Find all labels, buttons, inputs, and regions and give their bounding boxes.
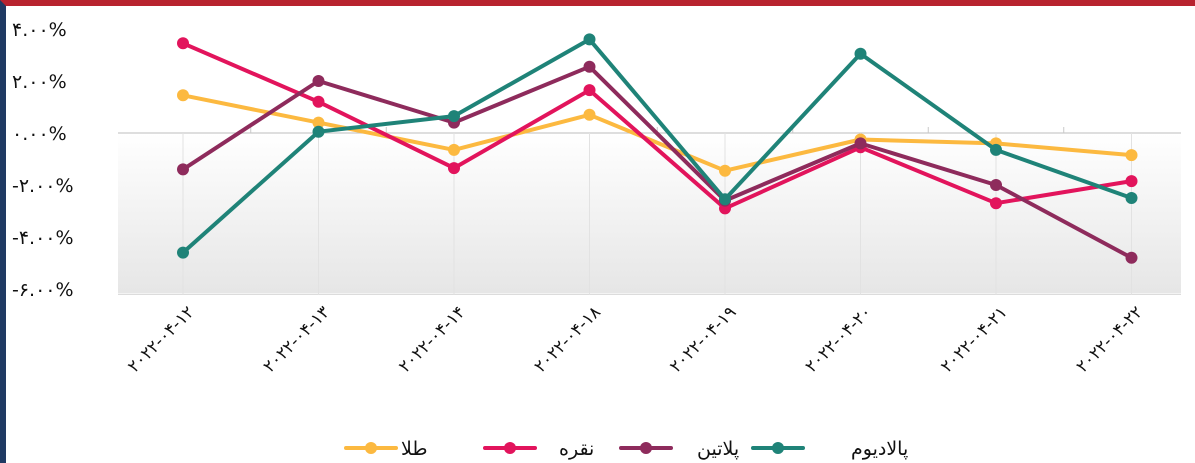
data-point (312, 75, 325, 87)
y-tick-label: ۰.۰۰% (12, 123, 67, 145)
data-point (990, 197, 1002, 210)
data-point (177, 246, 189, 259)
legend-swatch-marker (504, 442, 516, 454)
legend: طلا نقره پلاتین پالادیوم (344, 438, 908, 460)
x-tick-label: ۲۰۲۲-۰۴-۱۳ (260, 302, 334, 376)
data-point (583, 84, 596, 97)
data-point (177, 89, 189, 102)
data-point (312, 95, 325, 108)
data-point (448, 162, 460, 175)
x-tick-label: ۲۰۲۲-۰۴-۱۹ (666, 302, 740, 376)
legend-item: طلا (344, 438, 427, 460)
series-group (177, 33, 1138, 264)
x-tick-label: ۲۰۲۲-۰۴-۱۸ (531, 302, 605, 376)
legend-swatch-marker (772, 442, 784, 454)
data-point (312, 116, 325, 129)
legend-label: طلا (401, 438, 427, 460)
y-axis-ticks: ۴.۰۰% ۲.۰۰% ۰.۰۰% -۲.۰۰% -۴.۰۰% -۶.۰۰% (12, 19, 74, 301)
legend-swatch-marker (365, 442, 377, 454)
data-point (990, 179, 1002, 191)
legend-item: پلاتین (619, 438, 739, 460)
data-point (719, 164, 731, 177)
data-point (448, 143, 460, 156)
data-point (1125, 251, 1138, 264)
x-axis-ticks: ۲۰۲۲-۰۴-۱۲ ۲۰۲۲-۰۴-۱۳ ۲۰۲۲-۰۴-۱۴ ۲۰۲۲-۰۴-۱۸… (124, 302, 1147, 376)
legend-item: نقره (483, 438, 594, 460)
data-point (990, 143, 1002, 156)
x-tick-label: ۲۰۲۲-۰۴-۲۱ (937, 302, 1011, 376)
data-point (1125, 192, 1138, 204)
y-tick-label: -۴.۰۰% (12, 227, 74, 249)
legend-label: پلاتین (697, 438, 739, 460)
series-line (181, 37, 1134, 255)
series-4 (177, 33, 1138, 259)
data-point (854, 137, 867, 150)
legend-label: نقره (559, 438, 594, 460)
data-point (312, 125, 325, 138)
data-point (583, 108, 596, 121)
data-point (177, 163, 189, 176)
legend-swatch-marker (640, 442, 652, 454)
legend-item: پالادیوم (751, 438, 908, 460)
series-3 (177, 60, 1138, 264)
data-point (583, 60, 596, 73)
data-point (1125, 175, 1138, 188)
series-line (181, 41, 1134, 211)
y-tick-label: ۴.۰۰% (12, 19, 67, 41)
x-tick-label: ۲۰۲۲-۰۴-۱۲ (124, 302, 198, 376)
data-point (177, 37, 189, 50)
x-tick-label: ۲۰۲۲-۰۴-۲۰ (802, 302, 876, 376)
data-point (448, 110, 460, 123)
data-point (1125, 149, 1138, 162)
data-point (854, 47, 867, 60)
y-tick-label: -۲.۰۰% (12, 175, 74, 197)
plot-background (118, 133, 1181, 293)
x-tick-label: ۲۰۲۲-۰۴-۱۴ (395, 302, 469, 376)
series-line (181, 64, 1134, 260)
legend-label: پالادیوم (851, 438, 908, 460)
data-point (719, 193, 731, 206)
y-tick-label: ۲.۰۰% (12, 71, 67, 93)
y-tick-label: -۶.۰۰% (12, 279, 74, 301)
data-point (583, 33, 596, 46)
x-tick-label: ۲۰۲۲-۰۴-۲۲ (1073, 302, 1147, 376)
